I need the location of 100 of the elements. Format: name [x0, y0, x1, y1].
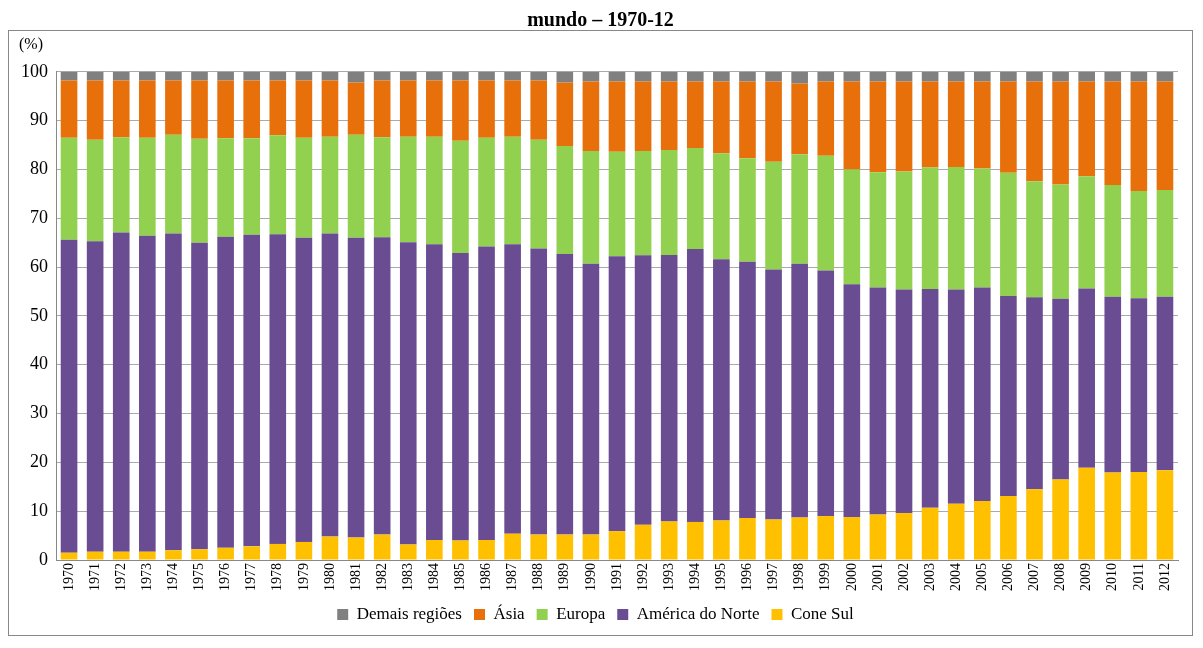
bar	[556, 82, 574, 147]
x-tick-label: 1981	[347, 563, 363, 591]
bar	[1078, 288, 1095, 468]
bar	[791, 263, 808, 518]
bar	[112, 71, 130, 81]
x-tick-label: 1972	[112, 563, 128, 591]
bar	[895, 81, 913, 172]
bar	[556, 253, 574, 535]
y-tick-label: 30	[30, 402, 48, 423]
bar	[843, 81, 861, 170]
bar	[608, 81, 626, 152]
bar	[504, 80, 521, 137]
bar	[765, 519, 782, 560]
bar	[478, 80, 495, 138]
bar	[347, 71, 365, 83]
bar	[1052, 298, 1069, 480]
bar	[478, 137, 495, 247]
bar	[426, 71, 443, 81]
bar	[373, 80, 391, 138]
bar	[1104, 296, 1122, 473]
bar	[530, 248, 548, 535]
bar	[947, 503, 965, 560]
bar	[634, 150, 652, 256]
bar	[165, 80, 182, 135]
bar	[947, 81, 965, 167]
bar	[504, 136, 521, 245]
bar	[608, 71, 626, 82]
bar	[60, 552, 78, 560]
bar	[191, 138, 208, 243]
bar	[269, 234, 287, 544]
x-tick-label: 1990	[582, 563, 598, 591]
bar	[1052, 184, 1069, 299]
bar	[843, 71, 861, 82]
bar	[321, 233, 339, 537]
y-axis-title: (%)	[19, 35, 44, 53]
bar	[191, 242, 208, 550]
x-tick-label: 1983	[399, 563, 415, 591]
bar	[660, 254, 678, 522]
x-tick-label: 2012	[1156, 563, 1172, 591]
bar	[947, 167, 965, 290]
bar	[713, 520, 730, 560]
bar	[765, 269, 782, 520]
bar	[973, 500, 991, 560]
bar	[373, 71, 391, 81]
bar	[582, 150, 600, 264]
bar	[1078, 176, 1095, 289]
bar	[60, 80, 78, 138]
bar	[243, 71, 261, 81]
x-tick-label: 1987	[504, 563, 520, 591]
x-tick-label: 1991	[608, 563, 624, 591]
bar	[426, 80, 443, 137]
bar	[1104, 472, 1122, 560]
bar	[869, 287, 887, 515]
bar	[686, 147, 704, 250]
bar	[1130, 298, 1148, 473]
x-tick-label: 1970	[60, 563, 76, 591]
bar	[1156, 71, 1174, 82]
y-tick-label: 80	[30, 158, 48, 179]
bar	[426, 539, 443, 560]
bar	[1026, 71, 1043, 82]
bar	[452, 80, 469, 141]
bar	[556, 71, 574, 83]
bar	[217, 138, 234, 237]
bar	[139, 80, 156, 138]
y-tick-label: 10	[30, 499, 48, 520]
bar	[1026, 181, 1043, 298]
bar	[765, 71, 782, 82]
bar	[191, 80, 208, 139]
x-tick-label: 1997	[765, 563, 781, 591]
bar	[791, 83, 808, 155]
bar	[165, 134, 182, 234]
y-tick-label: 70	[30, 206, 48, 227]
bar	[817, 516, 835, 560]
bar	[399, 80, 417, 137]
bar	[895, 171, 913, 290]
bar	[478, 246, 495, 540]
bar	[295, 71, 313, 81]
bar	[947, 71, 965, 82]
bar	[165, 71, 182, 81]
bar	[686, 71, 704, 82]
bar	[86, 80, 104, 140]
bar	[321, 136, 339, 234]
bar	[713, 259, 730, 521]
bar	[295, 237, 313, 542]
x-tick-label: 1973	[139, 563, 154, 591]
bar	[530, 534, 548, 560]
bar	[60, 137, 78, 240]
bar	[582, 71, 600, 82]
bar	[660, 81, 678, 150]
bar	[1000, 81, 1017, 173]
bar	[843, 517, 861, 560]
bar	[452, 252, 469, 541]
bar	[269, 543, 287, 560]
x-tick-label: 1988	[530, 563, 546, 591]
x-tick-label: 2011	[1130, 563, 1146, 591]
x-tick-label: 1999	[817, 563, 833, 591]
bar	[634, 255, 652, 525]
x-tick-label: 2006	[1000, 563, 1016, 591]
bar	[1052, 479, 1069, 560]
bar	[112, 80, 130, 138]
